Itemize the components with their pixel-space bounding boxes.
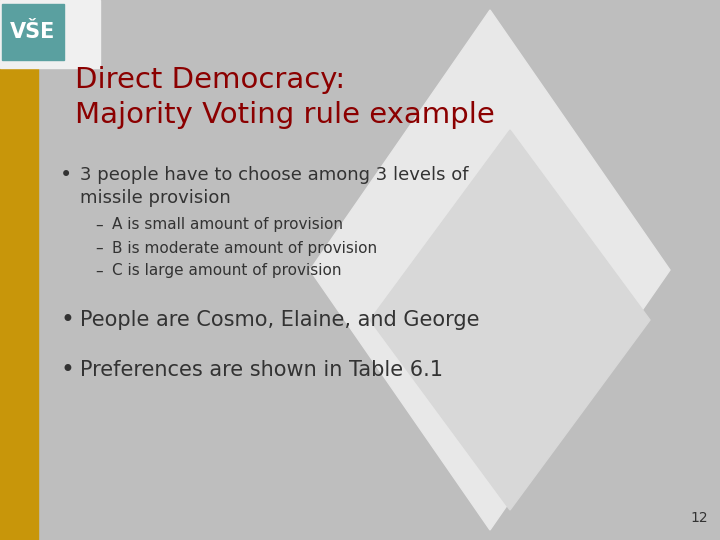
Polygon shape (370, 130, 650, 510)
Text: •: • (60, 165, 72, 185)
Text: A is small amount of provision: A is small amount of provision (112, 218, 343, 233)
Text: 3 people have to choose among 3 levels of: 3 people have to choose among 3 levels o… (80, 166, 469, 184)
Bar (0, 0, 38, 540)
Text: missile provision: missile provision (80, 189, 230, 207)
Bar (2, 4, 64, 60)
Bar (0, 0, 100, 68)
Text: 12: 12 (690, 511, 708, 525)
Text: People are Cosmo, Elaine, and George: People are Cosmo, Elaine, and George (80, 310, 480, 330)
Polygon shape (310, 10, 670, 530)
Text: –: – (95, 264, 103, 279)
Text: Direct Democracy:: Direct Democracy: (75, 66, 345, 94)
Text: –: – (95, 218, 103, 233)
Text: VŠE: VŠE (10, 22, 55, 42)
Text: –: – (95, 240, 103, 255)
Text: Majority Voting rule example: Majority Voting rule example (75, 101, 495, 129)
Text: •: • (60, 308, 74, 332)
Text: •: • (60, 358, 74, 382)
Text: B is moderate amount of provision: B is moderate amount of provision (112, 240, 377, 255)
Text: C is large amount of provision: C is large amount of provision (112, 264, 341, 279)
Text: Preferences are shown in Table 6.1: Preferences are shown in Table 6.1 (80, 360, 443, 380)
